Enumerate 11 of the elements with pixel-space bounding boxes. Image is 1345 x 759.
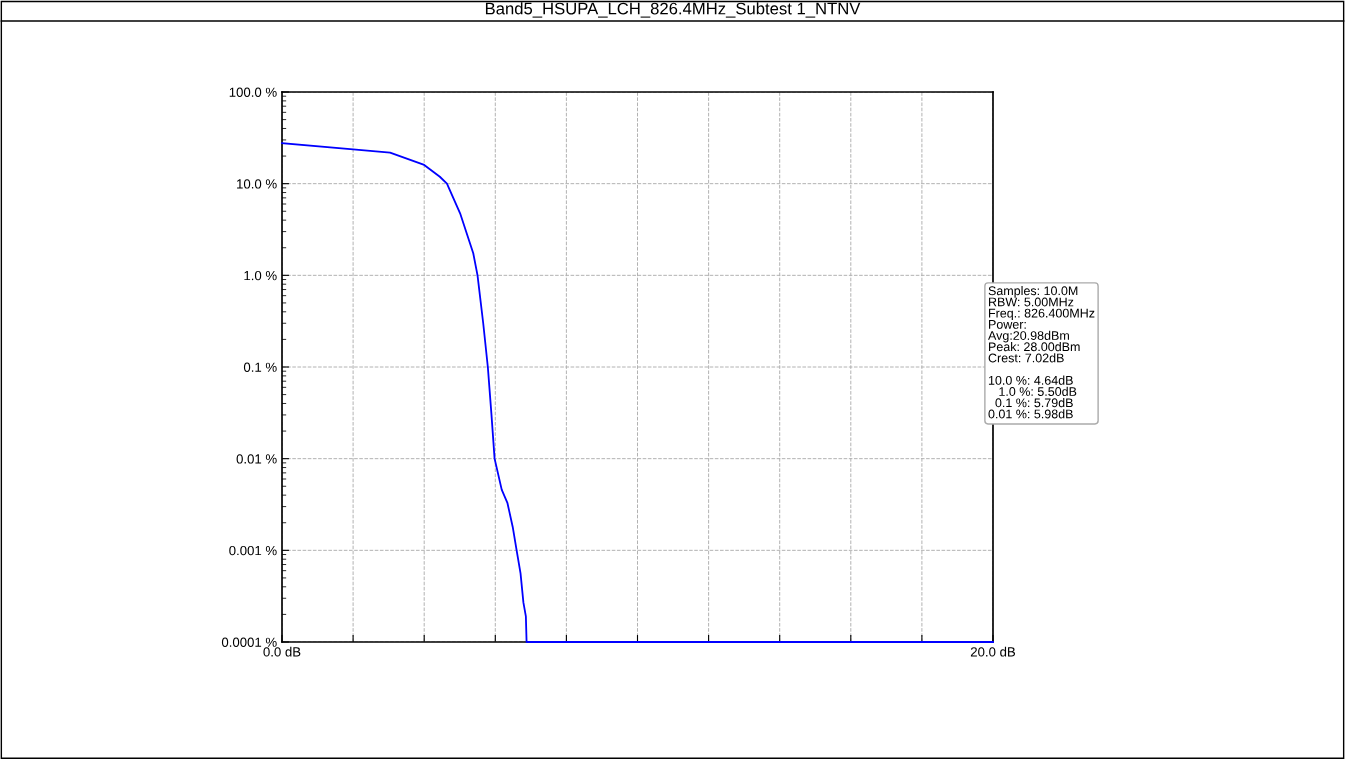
y-tick-label: 0.1 % <box>243 362 277 372</box>
y-tick-label: 0.001 % <box>229 545 277 556</box>
x-tick-label: 20.0 dB <box>970 646 1016 657</box>
chart-title: Band5_HSUPA_LCH_826.4MHz_Subtest 1_NTNV <box>485 2 861 18</box>
x-tick-label: 0.0 dB <box>263 646 301 657</box>
text: Samples: 10.0M RBW: 5.00MHz Freq.: 826.400MHz Power: Avg:20.98dBm Peak: 28.00dBm Crest: 7.02dB 10.0 %: 4.64dB 1.0 %: 5.50dB 0.1 %: 5.79dB 0.01 %: 5.98dB <box>988 286 1095 419</box>
y-tick-label: 1.0 % <box>244 270 277 281</box>
y-tick-label: 10.0 % <box>237 179 277 189</box>
y-tick-label: 0.0001 % <box>221 637 277 647</box>
y-tick-label: 0.01 % <box>236 454 277 464</box>
y-tick-label: 100.0 % <box>229 87 277 97</box>
